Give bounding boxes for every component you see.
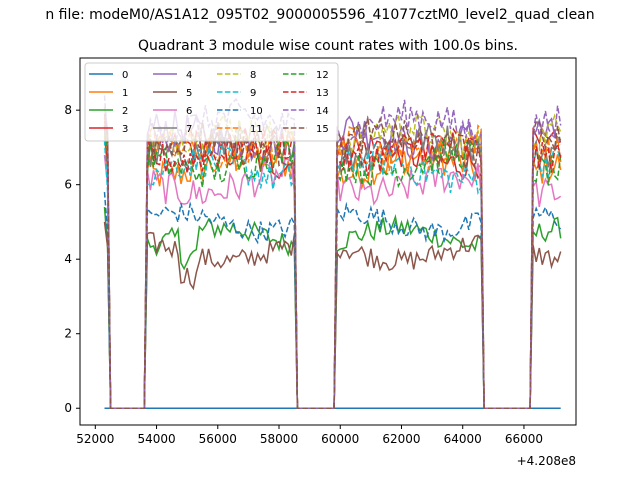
legend-item-5: 5	[153, 88, 192, 99]
x-tick-label: 60000	[321, 432, 359, 446]
legend-item-12: 12	[283, 70, 329, 81]
x-tick-label: 52000	[76, 432, 114, 446]
y-tick-label: 4	[64, 252, 72, 266]
x-tick-label: 54000	[137, 432, 175, 446]
legend-item-7: 7	[153, 124, 192, 135]
legend-frame	[84, 62, 339, 142]
legend-item-2: 2	[89, 106, 128, 117]
legend-label-6: 6	[186, 106, 192, 117]
legend-label-3: 3	[122, 124, 128, 135]
x-tick-label: 64000	[444, 432, 482, 446]
legend-label-2: 2	[122, 106, 128, 117]
legend-item-4: 4	[153, 70, 192, 81]
y-tick-label: 6	[64, 178, 72, 192]
axes-frame	[79, 57, 577, 426]
x-tick-label: 62000	[382, 432, 420, 446]
y-tick-label: 2	[64, 327, 72, 341]
legend-label-5: 5	[186, 88, 192, 99]
legend-item-14: 14	[283, 106, 329, 117]
legend-label-8: 8	[250, 70, 256, 81]
legend-label-14: 14	[316, 106, 329, 117]
legend-item-10: 10	[217, 106, 263, 117]
legend-item-8: 8	[217, 70, 256, 81]
legend-item-13: 13	[283, 88, 329, 99]
figure-suptitle: n file: modeM0/AS1A12_095T02_9000005596_…	[45, 7, 594, 23]
legend-label-11: 11	[250, 124, 263, 135]
x-axis: 52000 54000 56000 58000 60000 62000 64000 66000	[76, 425, 543, 446]
series-line-15	[103, 113, 562, 409]
legend-label-4: 4	[186, 70, 192, 81]
legend-label-12: 12	[316, 70, 329, 81]
legend-item-0: 0	[89, 70, 128, 81]
legend-label-7: 7	[186, 124, 192, 135]
legend-item-9: 9	[217, 88, 256, 99]
legend-item-6: 6	[153, 106, 192, 117]
x-tick-label: 58000	[260, 432, 298, 446]
legend-item-11: 11	[217, 124, 263, 135]
y-tick-label: 0	[64, 401, 72, 415]
legend-item-3: 3	[89, 124, 128, 135]
legend-item-15: 15	[283, 124, 329, 135]
legend-label-0: 0	[122, 70, 128, 81]
y-tick-label: 8	[64, 103, 72, 117]
legend-label-15: 15	[316, 124, 329, 135]
x-axis-offset-label: +4.208e8	[517, 454, 576, 468]
legend-label-1: 1	[122, 88, 128, 99]
legend-label-10: 10	[250, 106, 263, 117]
y-axis: 0 2 4 6 8	[64, 103, 80, 415]
legend-label-13: 13	[316, 88, 329, 99]
legend-label-9: 9	[250, 88, 256, 99]
legend-item-1: 1	[89, 88, 128, 99]
x-tick-label: 56000	[199, 432, 237, 446]
x-tick-label: 66000	[505, 432, 543, 446]
chart-title: Quadrant 3 module wise count rates with …	[138, 38, 518, 54]
